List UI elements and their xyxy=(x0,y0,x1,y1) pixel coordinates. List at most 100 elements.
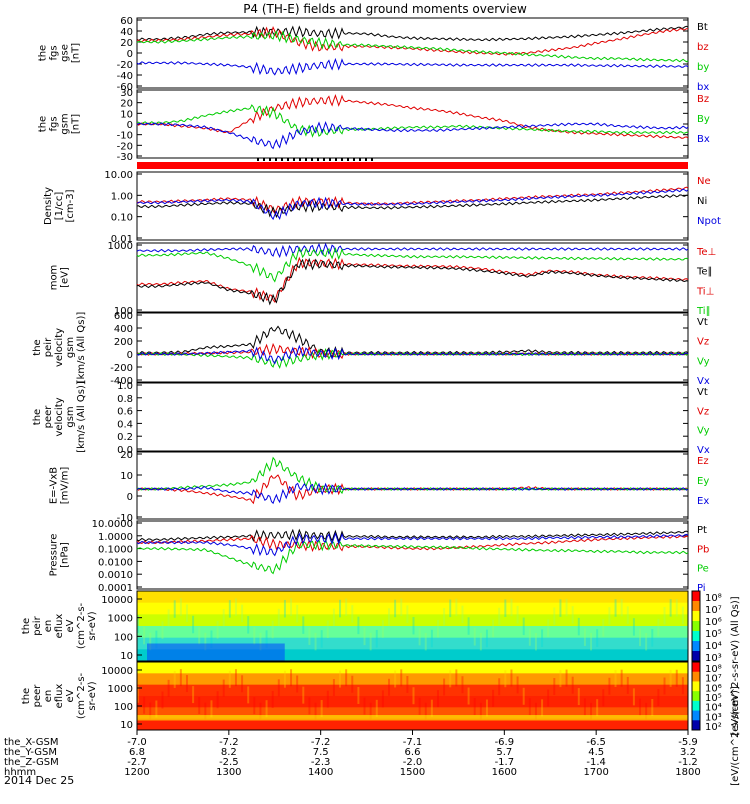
y-tick-label: -200 xyxy=(110,363,133,374)
panel-3: 10.00 1.00 0.10 0.01 Ne Ni Npot Density [1/cc] [c… xyxy=(43,170,721,245)
heatmap-streak xyxy=(185,604,188,622)
heatmap-streak xyxy=(173,670,176,688)
heatmap-streak xyxy=(571,676,574,694)
heatmap-streak xyxy=(167,609,170,627)
y-tick-label: 0.0100 xyxy=(98,557,133,568)
y-tick-label: 20 xyxy=(120,99,133,110)
heatmap-streak xyxy=(314,632,317,651)
y-axis-label: [mV/m] xyxy=(60,467,71,505)
heatmap-streak xyxy=(179,598,182,616)
heatmap-streak xyxy=(241,675,244,693)
y-tick-label: 10 xyxy=(120,471,133,482)
heatmap-streak xyxy=(424,632,427,651)
heatmap-streak xyxy=(449,599,452,618)
heatmap-streak xyxy=(583,628,586,646)
panel-frame xyxy=(136,171,689,241)
heatmap-streak xyxy=(290,669,293,687)
heatmap-streak xyxy=(651,699,654,717)
y-axis-label: peer xyxy=(43,405,54,429)
heatmap-streak xyxy=(192,686,195,704)
y-axis-label: the xyxy=(32,339,43,355)
strip-tick xyxy=(281,158,283,161)
panel-6: 1.0 0.8 0.60.4 0.2 0.0 Vt Vz Vy Vx the peer velocit… xyxy=(32,381,710,456)
heatmap-streak xyxy=(559,670,562,688)
y-tick-label: 0.0 xyxy=(117,445,133,456)
strip-tick xyxy=(359,158,361,161)
y-axis-label: (cm^2-s- xyxy=(76,602,87,649)
colorbar-tick-label: 10⁶ xyxy=(705,617,722,628)
heatmap-streak xyxy=(461,676,464,694)
strip-tick xyxy=(257,158,259,161)
y-axis-label: (cm^2-s- xyxy=(76,672,87,719)
colorbar-band xyxy=(692,601,700,612)
x-tick-label: -2.3 xyxy=(311,757,331,768)
heatmap-streak xyxy=(345,598,348,616)
heatmap-streak xyxy=(400,669,403,687)
heatmap-streak xyxy=(137,685,139,703)
x-tick-label: 1800 xyxy=(675,767,700,778)
heatmap-streak xyxy=(302,616,305,634)
heatmap-streak xyxy=(485,699,488,717)
y-tick-label: 1000 xyxy=(108,614,133,625)
x-tick-label: 5.7 xyxy=(496,747,512,758)
x-axis-row-label: hhmm xyxy=(4,767,36,778)
heatmap-band xyxy=(137,707,688,720)
heatmap-streak xyxy=(363,627,366,646)
heatmap-streak xyxy=(167,679,170,697)
strip-tick xyxy=(329,158,331,161)
legend-label: Npot xyxy=(697,216,721,227)
strip-tick xyxy=(275,158,277,161)
heatmap-streak xyxy=(198,696,201,714)
heatmap-streak xyxy=(657,689,660,707)
y-axis-label: the xyxy=(21,618,32,634)
series-line-Npot xyxy=(136,188,689,221)
legend-label: by xyxy=(697,62,709,73)
colorbar-frame xyxy=(691,590,701,662)
heatmap-streak xyxy=(498,678,501,696)
heatmap-streak xyxy=(541,629,544,647)
strip-tick xyxy=(269,158,271,161)
x-tick-label: 1600 xyxy=(492,767,517,778)
legend-label: Ey xyxy=(697,476,709,487)
heatmap-streak xyxy=(320,700,323,718)
heatmap-streak xyxy=(234,598,237,616)
heatmap-streak xyxy=(265,700,268,718)
x-tick-label: -2.5 xyxy=(219,757,239,768)
heatmap-band xyxy=(137,718,688,731)
colorbar-band xyxy=(692,691,700,702)
heatmap-streak xyxy=(339,599,342,618)
heatmap-streak xyxy=(253,697,256,715)
heatmap-streak xyxy=(265,630,268,648)
y-axis-label: [eV] xyxy=(60,267,71,288)
colorbar-label: [eV/(cm^2-s-sr-eV)] xyxy=(730,686,741,786)
legend-label: Ni xyxy=(697,196,707,207)
x-tick-label: 4.5 xyxy=(588,747,604,758)
colorbar-tick-label: 10⁶ xyxy=(705,683,722,694)
heatmap-streak xyxy=(596,699,599,717)
x-tick-label: -1.4 xyxy=(586,757,606,768)
heatmap-streak xyxy=(547,619,550,637)
strip-tick xyxy=(305,158,307,161)
heatmap-streak xyxy=(639,628,642,647)
y-tick-label: 30 xyxy=(120,88,133,99)
y-axis-label: en xyxy=(43,620,54,633)
strip-tick xyxy=(263,158,265,161)
legend-label: Ti⊥ xyxy=(696,286,714,297)
legend-label: Vz xyxy=(697,337,709,348)
heatmap-streak xyxy=(296,675,299,693)
legend-label: Vt xyxy=(697,387,708,398)
date-label: 2014 Dec 25 xyxy=(4,774,74,787)
panel-frame xyxy=(136,242,689,313)
colorbar-band xyxy=(692,641,700,652)
series-line-Pb xyxy=(136,534,689,553)
strip-tick xyxy=(341,158,343,161)
colorbar-band xyxy=(692,662,700,673)
y-tick-label: 0 xyxy=(127,49,133,60)
x-tick-label: 8.2 xyxy=(221,747,237,758)
colorbar-tick-label: 10⁸ xyxy=(705,593,722,604)
heatmap-streak xyxy=(681,606,684,625)
heatmap-streak xyxy=(412,687,415,705)
heatmap-streak xyxy=(534,702,537,720)
